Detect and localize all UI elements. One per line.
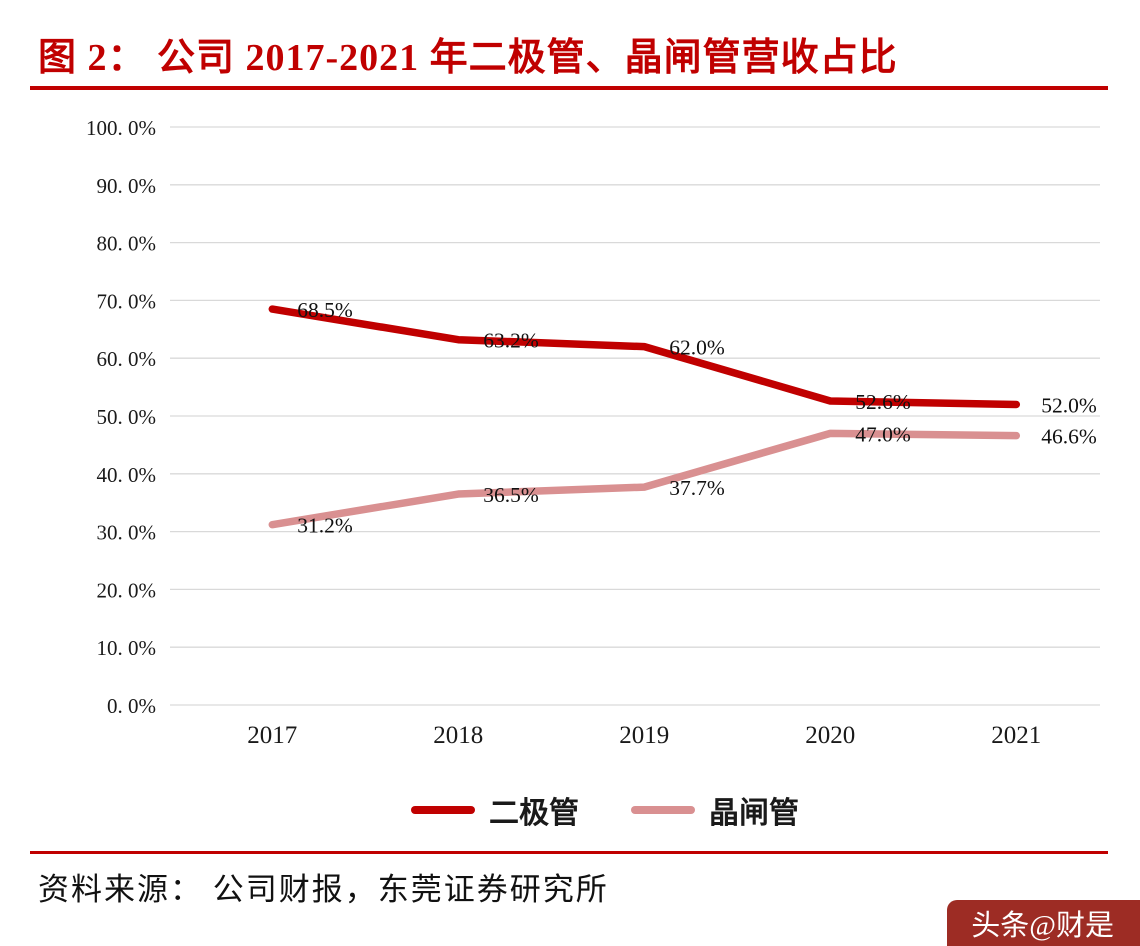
data-label: 31.2% <box>297 514 353 538</box>
y-axis-tick-label: 60. 0% <box>97 347 157 371</box>
legend-item-diode: 二极管 <box>411 788 579 832</box>
thyristor-line <box>268 429 1021 529</box>
y-axis-tick-label: 0. 0% <box>107 694 156 718</box>
x-axis-tick-label: 2017 <box>247 722 297 749</box>
data-label: 47.0% <box>855 422 911 446</box>
y-axis-tick-label: 40. 0% <box>97 463 157 487</box>
y-axis-tick-label: 100. 0% <box>86 116 156 140</box>
source-note: 资料来源： 公司财报，东莞证券研究所 <box>38 872 609 907</box>
data-label: 68.5% <box>297 298 353 322</box>
footer-divider <box>30 851 1108 854</box>
y-axis-tick-label: 70. 0% <box>97 289 157 313</box>
title-divider <box>30 86 1108 90</box>
y-axis-tick-label: 10. 0% <box>97 636 157 660</box>
y-axis-tick-label: 20. 0% <box>97 578 157 602</box>
x-axis-tick-label: 2019 <box>619 722 669 749</box>
legend-item-thyristor: 晶闸管 <box>631 788 799 832</box>
data-label: 36.5% <box>483 483 539 507</box>
y-axis-tick-label: 50. 0% <box>97 405 157 429</box>
diode-line-swatch <box>411 806 475 814</box>
x-axis-tick-label: 2018 <box>433 722 483 749</box>
line-chart: 0. 0% 10. 0% 20. 0% 30. 0% 40. 0% 50. 0% 60. 0… <box>86 116 1100 749</box>
legend-label-thyristor: 晶闸管 <box>709 797 799 830</box>
y-axis-tick-label: 90. 0% <box>97 174 157 198</box>
data-label: 63.2% <box>483 329 539 353</box>
figure-title: 图 2： 公司 2017-2021 年二极管、晶闸管营收占比 <box>38 37 898 79</box>
legend-label-diode: 二极管 <box>489 797 579 830</box>
y-axis-tick-label: 80. 0% <box>97 232 157 256</box>
thyristor-line-swatch <box>631 806 695 814</box>
watermark-badge: 头条@财是 <box>947 900 1140 946</box>
diode-line <box>268 305 1021 409</box>
data-label: 46.6% <box>1041 425 1097 449</box>
y-axis-tick-label: 30. 0% <box>97 521 157 545</box>
x-axis-tick-label: 2021 <box>991 722 1041 749</box>
data-label: 52.6% <box>855 390 911 414</box>
data-label: 62.0% <box>669 336 725 360</box>
data-label: 37.7% <box>669 476 725 500</box>
x-axis-tick-label: 2020 <box>805 722 855 749</box>
chart-legend: 二极管 晶闸管 <box>0 788 1140 832</box>
data-label: 52.0% <box>1041 393 1097 417</box>
